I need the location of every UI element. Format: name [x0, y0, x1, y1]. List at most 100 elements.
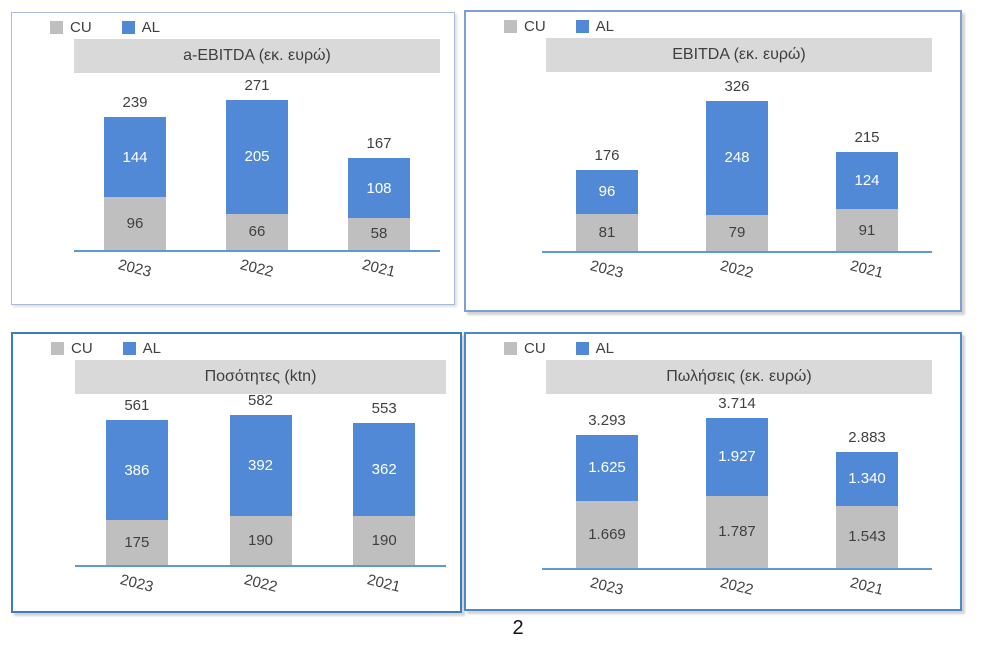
stacked-bar-2022: 392 190	[229, 415, 292, 565]
total-label: 561	[124, 397, 150, 415]
legend-al-swatch-icon	[575, 342, 589, 355]
segment-al: 386	[105, 420, 168, 520]
chart-legend: CU AL	[504, 340, 614, 357]
bar-column-2023: 3.293 1.625 1.669	[542, 394, 672, 568]
segment-al: 205	[226, 100, 288, 214]
category-cell: 2021	[802, 574, 932, 606]
bar-column-2023: 176 96 81	[542, 71, 672, 251]
segment-cu: 96	[104, 196, 166, 250]
legend-cu-swatch-icon	[50, 21, 63, 34]
stacked-bar-2021: 124 91	[836, 152, 898, 251]
chart-panel-ebitda: CU AL EBITDA (εκ. ευρώ) 176 96 81 326 248 79 2…	[464, 10, 962, 312]
category-label: 2023	[118, 571, 156, 596]
legend-al-swatch-icon	[575, 20, 589, 33]
legend-item-al: AL	[575, 18, 614, 35]
segment-al: 1.927	[706, 418, 768, 496]
total-label: 3.293	[588, 412, 626, 430]
category-cell: 2023	[75, 571, 199, 603]
category-label: 2022	[242, 571, 279, 596]
bar-column-2021: 553 362 190	[322, 395, 446, 565]
category-axis: 2023 2022 2021	[75, 571, 446, 603]
category-label: 2023	[116, 256, 154, 281]
legend-al-swatch-icon	[121, 21, 135, 34]
chart-title: Πωλήσεις (εκ. ευρώ)	[546, 360, 932, 394]
category-cell: 2023	[542, 257, 672, 289]
bar-column-2022: 326 248 79	[672, 71, 802, 251]
total-label: 582	[247, 392, 274, 409]
legend-cu-label: CU	[524, 18, 546, 35]
legend-item-cu: CU	[50, 19, 92, 36]
category-label: 2023	[588, 574, 626, 599]
bar-column-2021: 215 124 91	[802, 71, 932, 251]
chart-title: EBITDA (εκ. ευρώ)	[546, 38, 932, 72]
segment-cu: 66	[226, 213, 288, 250]
segment-cu: 190	[229, 516, 292, 565]
chart-legend: CU AL	[50, 19, 160, 36]
legend-cu-swatch-icon	[51, 342, 64, 355]
segment-cu: 91	[836, 209, 898, 251]
category-axis: 2023 2022 2021	[542, 574, 932, 606]
segment-cu: 175	[105, 519, 168, 565]
category-label: 2021	[848, 574, 886, 599]
category-axis: 2023 2022 2021	[74, 256, 440, 288]
category-axis: 2023 2022 2021	[542, 257, 932, 289]
plot-area: 239 144 96 271 205 66 167 108 58	[74, 72, 440, 252]
category-cell: 2023	[74, 256, 196, 288]
legend-al-label: AL	[141, 19, 161, 36]
category-cell: 2022	[196, 256, 318, 288]
legend-item-al: AL	[575, 340, 614, 357]
plot-area: 3.293 1.625 1.669 3.714 1.927 1.787 2.883 1.340…	[542, 394, 932, 570]
stacked-bar-2023: 144 96	[104, 117, 166, 250]
total-label: 239	[122, 94, 148, 112]
category-cell: 2021	[322, 571, 446, 603]
total-label: 326	[724, 77, 750, 95]
total-label: 553	[371, 399, 397, 417]
bar-column-2021: 2.883 1.340 1.543	[802, 394, 932, 568]
category-label: 2022	[718, 257, 756, 282]
legend-item-cu: CU	[51, 340, 93, 357]
stacked-bar-2022: 205 66	[226, 100, 288, 250]
legend-al-swatch-icon	[122, 342, 136, 355]
total-label: 176	[594, 146, 620, 164]
chart-title: Ποσότητες (ktn)	[75, 360, 446, 394]
segment-al: 96	[576, 169, 638, 214]
segment-cu: 190	[353, 516, 416, 565]
bar-column-2022: 582 392 190	[199, 392, 323, 565]
segment-al: 144	[104, 117, 166, 197]
segment-cu: 58	[348, 217, 410, 250]
chart-panel-sales: CU AL Πωλήσεις (εκ. ευρώ) 3.293 1.625 1.66…	[464, 332, 962, 611]
chart-panel-quantities: CU AL Ποσότητες (ktn) 561 386 175 582 392 190…	[11, 332, 462, 613]
segment-cu: 1.669	[576, 500, 638, 568]
bar-column-2022: 271 205 66	[196, 72, 318, 250]
chart-title: a-EBITDA (εκ. ευρώ)	[74, 39, 440, 73]
category-cell: 2023	[542, 574, 672, 606]
bar-column-2021: 167 108 58	[318, 72, 440, 250]
legend-item-cu: CU	[504, 18, 546, 35]
legend-item-cu: CU	[504, 340, 546, 357]
legend-cu-label: CU	[70, 19, 92, 36]
segment-al: 1.340	[836, 451, 898, 506]
total-label: 3.714	[718, 395, 756, 413]
category-cell: 2022	[199, 571, 323, 603]
plot-area: 561 386 175 582 392 190 553 362 190	[75, 392, 446, 567]
stacked-bar-2021: 108 58	[348, 158, 410, 250]
segment-al: 1.625	[576, 435, 638, 501]
segment-cu: 81	[576, 213, 638, 251]
category-label: 2021	[365, 571, 403, 596]
category-cell: 2022	[672, 257, 802, 289]
chart-legend: CU AL	[504, 18, 614, 35]
chart-legend: CU AL	[51, 340, 161, 357]
total-label: 215	[854, 129, 880, 147]
total-label: 167	[366, 135, 392, 153]
legend-item-al: AL	[122, 340, 162, 357]
legend-cu-label: CU	[71, 340, 93, 357]
stacked-bar-2021: 1.340 1.543	[836, 451, 898, 568]
category-label: 2023	[588, 257, 626, 282]
segment-al: 392	[229, 415, 292, 516]
stacked-bar-2023: 1.625 1.669	[576, 435, 638, 568]
legend-al-label: AL	[142, 340, 162, 357]
bar-column-2022: 3.714 1.927 1.787	[672, 394, 802, 568]
stacked-bar-2022: 1.927 1.787	[706, 418, 768, 568]
segment-al: 248	[706, 100, 768, 215]
chart-panel-a-ebitda: CU AL a-EBITDA (εκ. ευρώ) 239 144 96 271 205…	[11, 12, 455, 305]
